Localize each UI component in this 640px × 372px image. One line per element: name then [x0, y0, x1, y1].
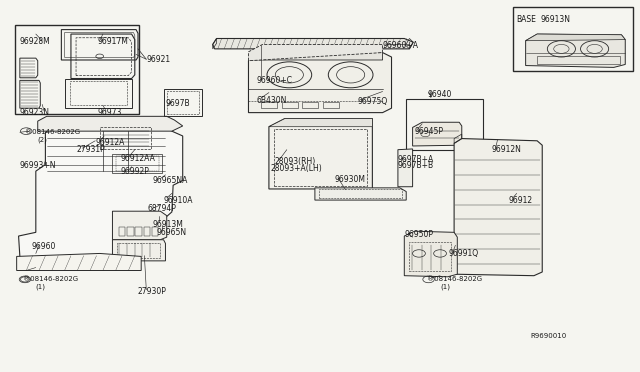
Bar	[282, 102, 298, 108]
Text: 96960: 96960	[31, 241, 56, 250]
Text: 28093(RH): 28093(RH)	[274, 157, 316, 166]
Polygon shape	[248, 52, 392, 113]
Text: 96965NA: 96965NA	[153, 176, 188, 185]
Bar	[164, 89, 202, 116]
Bar	[116, 156, 159, 171]
Text: (1): (1)	[440, 283, 450, 290]
Bar	[410, 241, 451, 271]
Polygon shape	[212, 38, 413, 49]
Text: 9697B+A: 9697B+A	[398, 155, 434, 164]
Bar	[167, 91, 198, 114]
Text: 96975Q: 96975Q	[357, 97, 387, 106]
Polygon shape	[19, 126, 182, 257]
Text: 96928M: 96928M	[20, 37, 51, 46]
Polygon shape	[398, 149, 413, 187]
Bar	[119, 227, 125, 236]
Text: 96912N: 96912N	[491, 145, 521, 154]
Text: (1): (1)	[36, 283, 46, 290]
Bar	[152, 227, 159, 236]
Text: 96960+A: 96960+A	[383, 41, 419, 51]
Polygon shape	[17, 253, 141, 270]
Text: ®08146-8202G: ®08146-8202G	[25, 129, 80, 135]
Bar	[274, 129, 367, 186]
Polygon shape	[269, 119, 372, 189]
Text: (2): (2)	[38, 137, 47, 143]
Polygon shape	[269, 119, 372, 127]
Text: 96993+N: 96993+N	[20, 161, 56, 170]
Text: 96912A: 96912A	[95, 138, 125, 147]
Polygon shape	[404, 231, 458, 277]
Text: 96910A: 96910A	[164, 196, 193, 205]
Text: 96921: 96921	[147, 55, 170, 64]
Text: 9697B: 9697B	[166, 99, 190, 108]
Polygon shape	[315, 188, 406, 200]
Text: 96913M: 96913M	[153, 221, 184, 230]
Bar	[144, 227, 150, 236]
Bar	[136, 227, 142, 236]
Bar	[113, 154, 163, 173]
Text: 27930P: 27930P	[138, 287, 167, 296]
Bar	[117, 243, 161, 258]
Bar	[537, 56, 620, 64]
Bar	[513, 7, 633, 71]
Text: 96991Q: 96991Q	[449, 249, 479, 258]
Text: 96940: 96940	[428, 90, 452, 99]
Text: 28093+A(LH): 28093+A(LH)	[270, 164, 322, 173]
Text: 96923N: 96923N	[20, 108, 50, 117]
Bar	[15, 25, 140, 114]
Text: 96965N: 96965N	[157, 228, 187, 237]
Polygon shape	[113, 211, 167, 240]
Text: 96930M: 96930M	[334, 175, 365, 184]
Bar	[323, 102, 339, 108]
Text: 9697B+B: 9697B+B	[398, 161, 434, 170]
Polygon shape	[113, 240, 166, 261]
Polygon shape	[454, 138, 542, 276]
Text: 96960+C: 96960+C	[256, 76, 292, 85]
Text: R9690010: R9690010	[531, 333, 567, 339]
Text: 96973: 96973	[98, 108, 122, 117]
Bar	[261, 102, 277, 108]
Polygon shape	[525, 34, 625, 67]
Text: 96945P: 96945P	[415, 126, 444, 136]
Text: 68794P: 68794P	[148, 205, 177, 214]
Polygon shape	[38, 116, 182, 131]
Text: BASE: BASE	[516, 15, 536, 24]
Text: 96992P: 96992P	[121, 167, 150, 176]
Text: ®08146-8202G: ®08146-8202G	[23, 276, 78, 282]
Polygon shape	[413, 122, 462, 146]
Text: 6B430N: 6B430N	[256, 96, 287, 105]
Text: 96912: 96912	[508, 196, 532, 205]
Text: 96913N: 96913N	[540, 15, 570, 24]
Polygon shape	[525, 34, 625, 41]
Bar	[127, 227, 134, 236]
Polygon shape	[248, 52, 383, 61]
Text: 96917M: 96917M	[98, 37, 129, 46]
Bar	[406, 99, 483, 150]
Text: 96912AA: 96912AA	[121, 154, 156, 163]
Bar	[302, 102, 318, 108]
Text: ®08146-8202G: ®08146-8202G	[428, 276, 483, 282]
Bar	[319, 189, 402, 198]
Polygon shape	[248, 44, 383, 61]
Text: 27931P: 27931P	[76, 145, 105, 154]
Text: 96950P: 96950P	[404, 230, 433, 240]
